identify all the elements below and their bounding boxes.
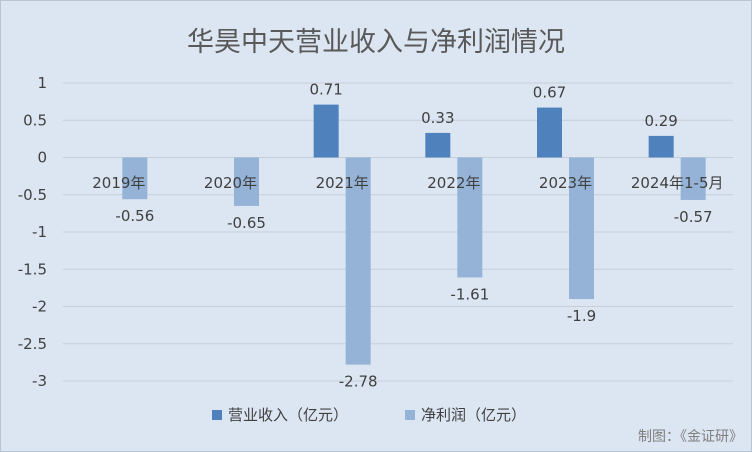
net-profit-bar [457,157,483,278]
credit-text: 制图：《金证研》 [638,429,743,445]
x-category-label: 2022年 [427,174,480,192]
y-tick-label: -3 [32,372,47,390]
x-category-label: 2024年1-5月 [631,174,724,192]
y-tick-label: -1.5 [18,260,47,278]
revenue-bar [313,104,339,158]
y-tick-label: -2 [32,298,47,316]
revenue-bar [537,107,562,158]
y-tick-label: -0.5 [18,186,47,204]
chart-title: 华昊中天营业收入与净利润情况 [187,27,565,58]
revenue-data-label: 0.71 [309,81,342,99]
y-tick-label: 0 [37,149,47,167]
revenue-data-label: 0.29 [644,112,677,130]
x-category-label: 2023年 [539,174,592,192]
gridlines [63,82,733,382]
net-profit-data-label: -0.57 [674,208,713,226]
y-tick-label: -2.5 [18,335,47,353]
net-profit-bar [569,157,594,300]
x-category-label: 2020年 [204,174,257,192]
legend-swatch-net-profit [405,410,415,420]
net-profit-bar [680,157,706,200]
legend-label-net-profit: 净利润（亿元） [421,406,526,424]
y-tick-label: 0.5 [23,111,47,129]
net-profit-bar [345,157,371,365]
bars [122,104,706,365]
data-labels: -0.56 -0.65 0.71 -2.78 0.33 -1.61 0.67 -1.9 0.29… [115,81,712,391]
y-axis: 1 0.5 0 -0.5 -1 -1.5 -2 -2.5 -3 [18,74,47,390]
x-axis-categories: 2019年 2020年 2021年 2022年 2023年 2024年1-5月 [92,174,723,192]
net-profit-data-label: -1.9 [567,307,596,325]
net-profit-bar [234,157,259,206]
net-profit-data-label: -2.78 [339,373,378,391]
revenue-data-label: 0.67 [533,84,566,102]
revenue-bar [648,135,674,158]
net-profit-data-label: -1.61 [450,285,489,303]
legend-swatch-revenue [212,410,222,420]
y-tick-label: -1 [32,223,47,241]
legend-label-revenue: 营业收入（亿元） [228,406,348,424]
net-profit-data-label: -0.56 [115,207,154,225]
y-tick-label: 1 [37,74,47,92]
net-profit-data-label: -0.65 [227,214,266,232]
revenue-data-label: 0.33 [421,109,454,127]
x-category-label: 2019年 [92,174,145,192]
revenue-bar [425,132,451,158]
legend: 营业收入（亿元） 净利润（亿元） [212,406,526,424]
x-category-label: 2021年 [316,174,369,192]
net-profit-bar [122,157,148,200]
